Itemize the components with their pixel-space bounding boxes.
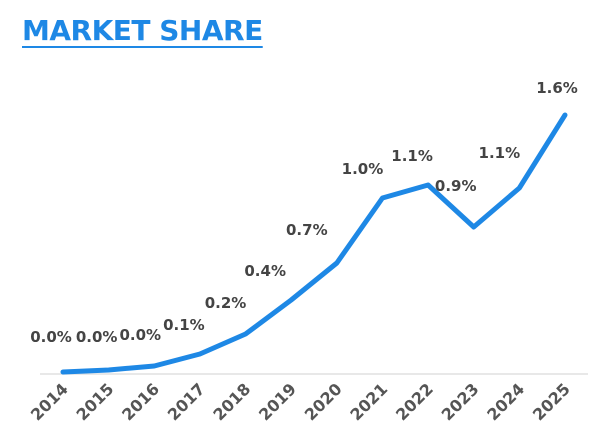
data-label: 1.1% <box>479 144 521 162</box>
data-label: 0.0% <box>30 328 72 346</box>
data-label: 1.0% <box>342 160 384 178</box>
data-label: 0.7% <box>286 221 328 239</box>
x-axis-ticks: 2014 2015 2016 2017 2018 2019 2020 2021 2022 2023… <box>27 379 574 424</box>
data-label: 0.1% <box>163 316 205 334</box>
data-label: 0.0% <box>76 328 118 346</box>
data-label: 1.6% <box>536 79 578 97</box>
x-tick-label: 2016 <box>118 379 163 424</box>
market-share-line <box>60 112 568 375</box>
x-tick-label: 2019 <box>255 379 300 424</box>
x-tick-label: 2018 <box>209 379 254 424</box>
chart-title: MARKET SHARE <box>22 14 263 47</box>
x-tick-label: 2023 <box>438 379 483 424</box>
x-tick-label: 2022 <box>392 379 437 424</box>
x-tick-label: 2017 <box>164 379 209 424</box>
x-tick-label: 2020 <box>301 379 346 424</box>
data-label: 0.0% <box>119 326 161 344</box>
x-tick-label: 2024 <box>483 379 528 424</box>
x-tick-label: 2021 <box>346 379 391 424</box>
data-label: 1.1% <box>391 147 433 165</box>
data-label: 0.4% <box>244 262 286 280</box>
data-label: 0.2% <box>205 294 247 312</box>
x-tick-label: 2015 <box>73 379 118 424</box>
data-label: 0.9% <box>435 177 477 195</box>
x-tick-label: 2014 <box>27 379 72 424</box>
data-labels: 0.0% 0.0% 0.0%0.1%0.2%0.4%0.7%1.0%1.1%0.9%… <box>30 79 578 346</box>
x-tick-label: 2025 <box>529 379 574 424</box>
